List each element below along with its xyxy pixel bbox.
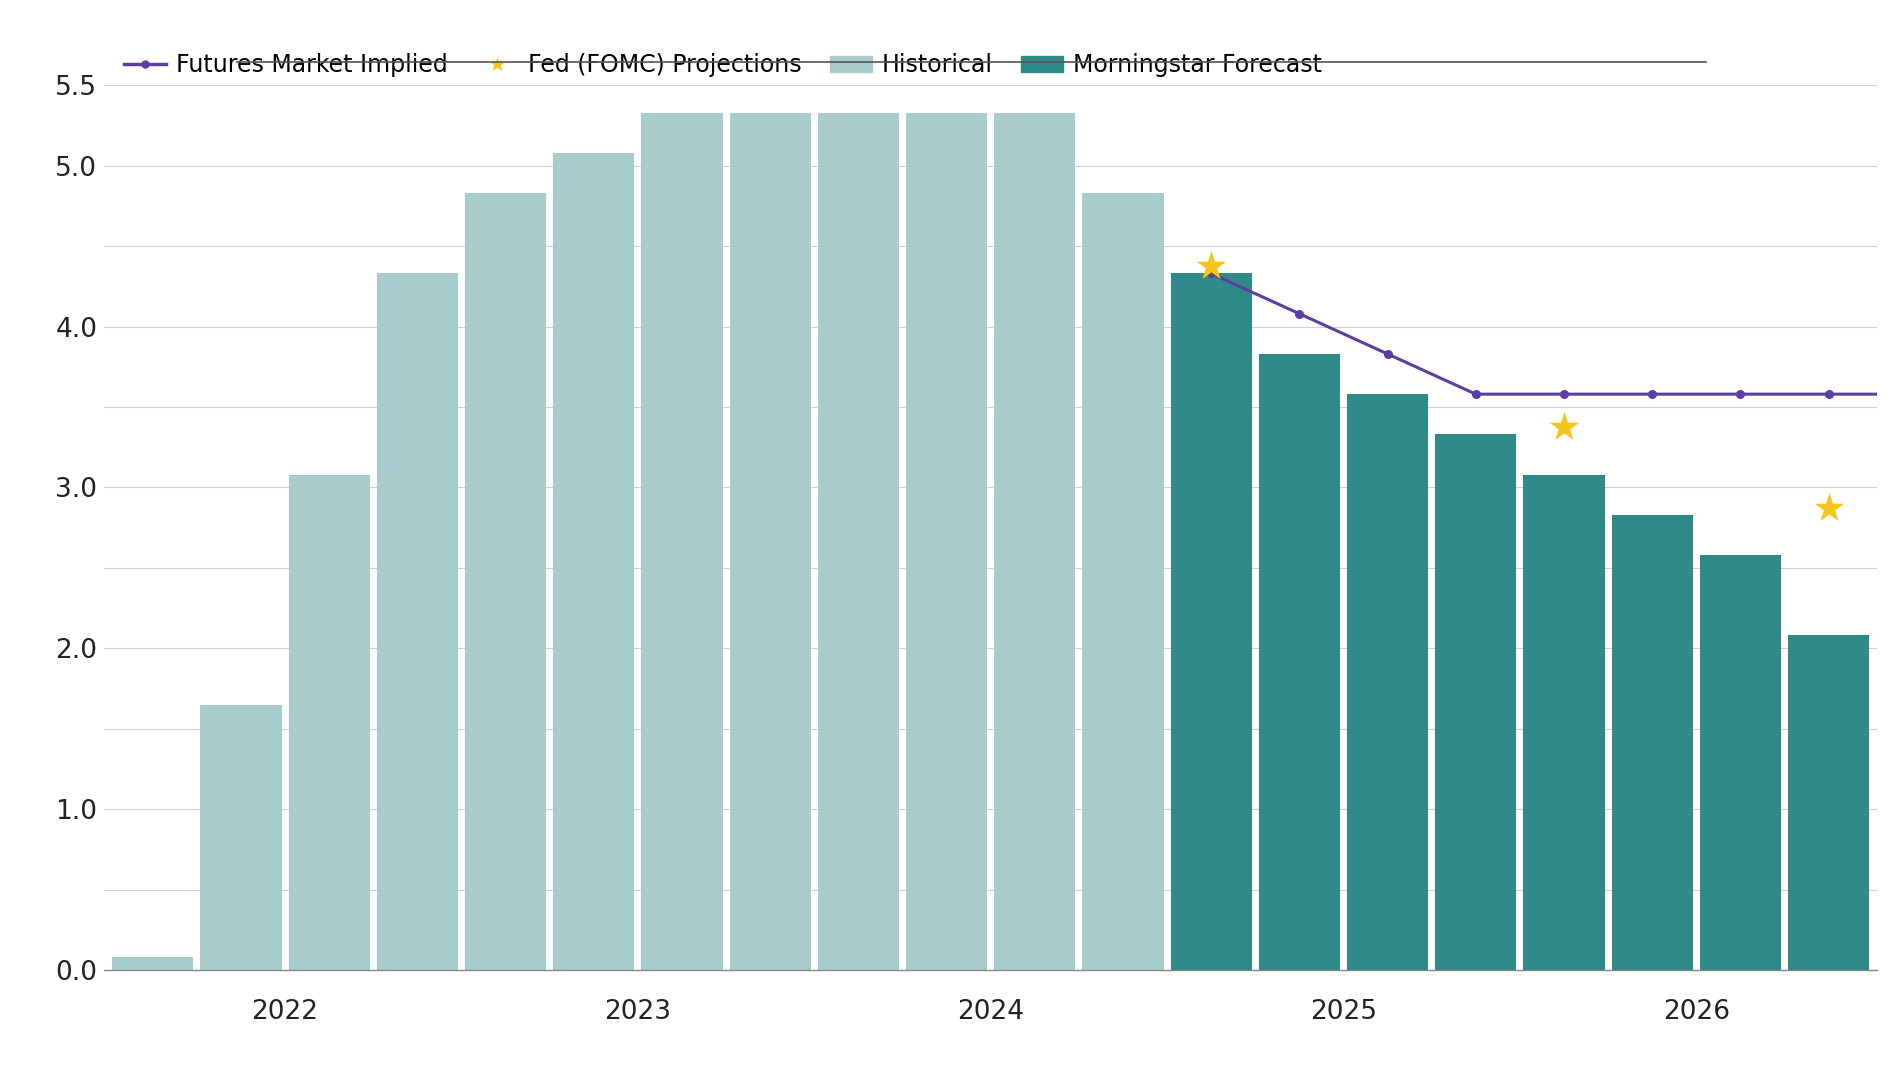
Bar [288, 474, 370, 970]
Bar [1612, 515, 1693, 970]
Bar [1699, 555, 1780, 970]
Text: 2026: 2026 [1663, 999, 1729, 1025]
Legend: Futures Market Implied, Fed (FOMC) Projections, Historical, Morningstar Forecast: Futures Market Implied, Fed (FOMC) Proje… [114, 44, 1331, 87]
Text: 2022: 2022 [252, 999, 319, 1025]
Bar [554, 152, 635, 970]
Text: 2024: 2024 [957, 999, 1024, 1025]
Point [1813, 499, 1843, 516]
Bar [1170, 274, 1251, 970]
Bar [1346, 394, 1428, 970]
Bar [201, 705, 281, 970]
Bar [1435, 434, 1517, 970]
Text: 2023: 2023 [605, 999, 671, 1025]
Bar [994, 113, 1075, 970]
Bar [817, 113, 899, 970]
Bar [730, 113, 811, 970]
Bar [465, 193, 546, 970]
Point [1549, 419, 1579, 436]
Bar [1259, 354, 1340, 970]
Bar [1522, 474, 1604, 970]
Bar [112, 957, 193, 970]
Text: 2025: 2025 [1310, 999, 1376, 1025]
Bar [641, 113, 722, 970]
Point [1196, 258, 1227, 275]
Bar [377, 274, 459, 970]
Bar [1788, 635, 1869, 970]
Bar [906, 113, 988, 970]
Bar [1083, 193, 1164, 970]
